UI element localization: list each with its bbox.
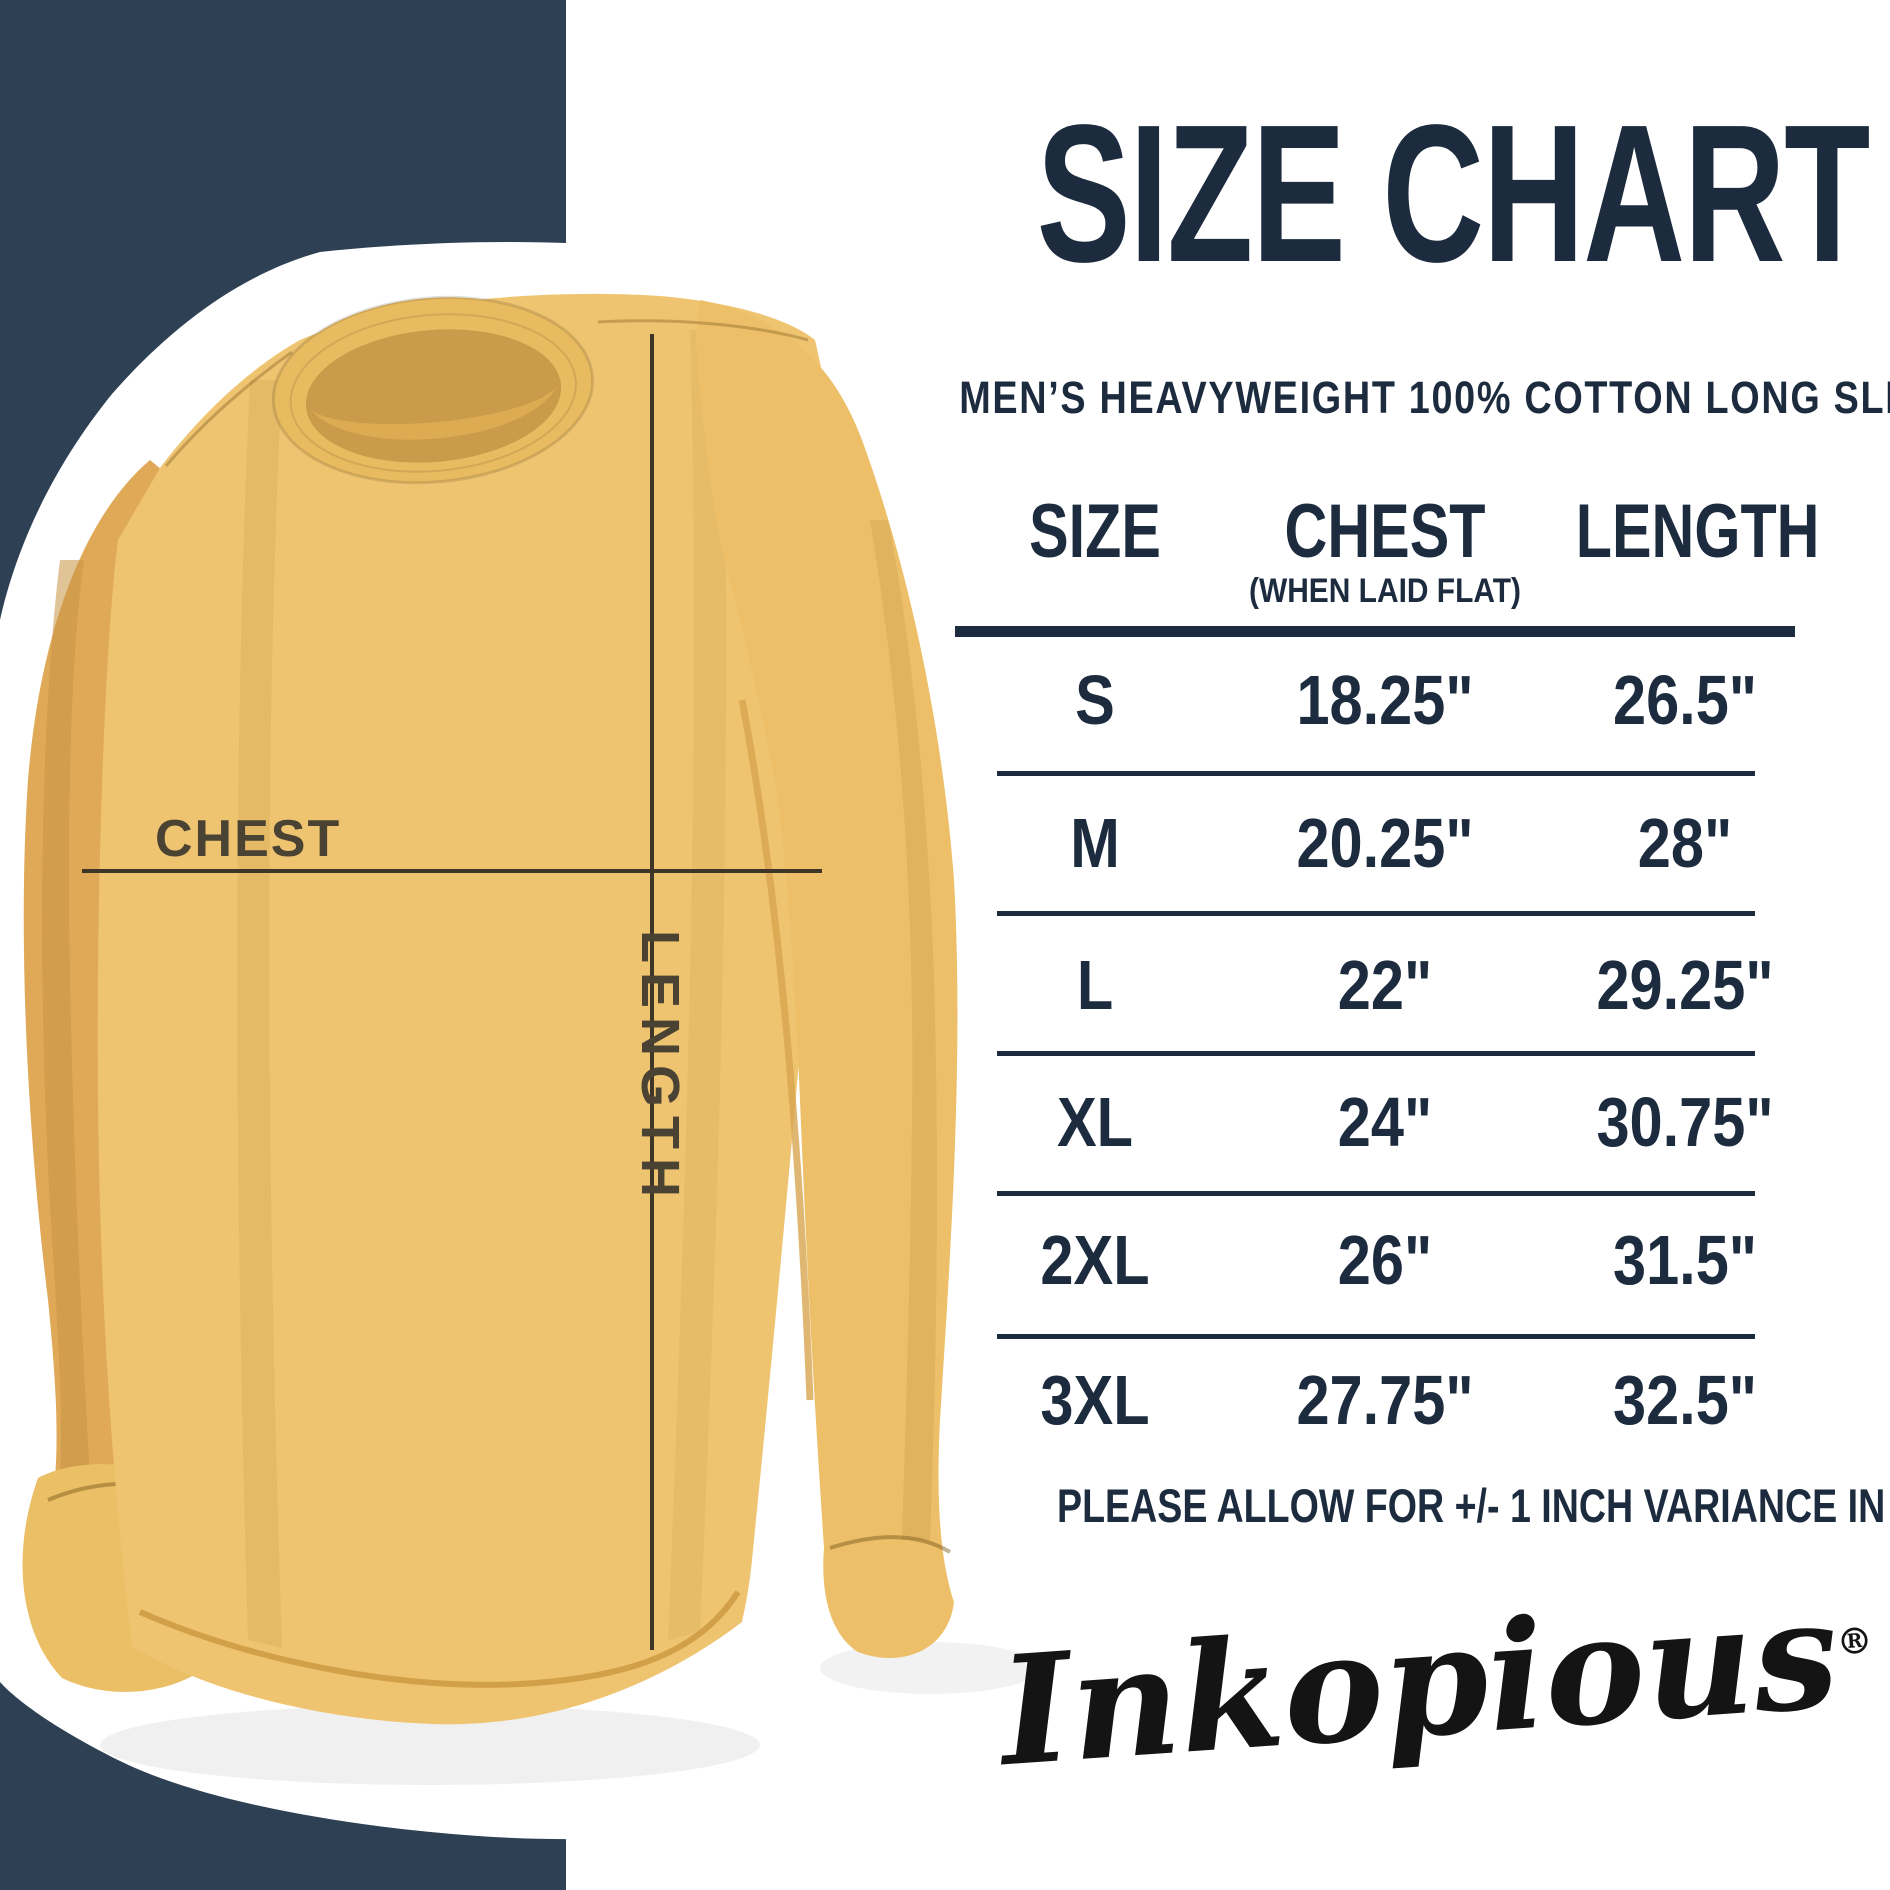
column-header-length: LENGTH	[1575, 489, 1820, 574]
cell-length: 29.25"	[1596, 946, 1774, 1024]
shirt-collar	[271, 295, 595, 485]
cell-size: S	[1075, 661, 1115, 739]
header-rule	[955, 626, 1795, 637]
right-sleeve-inner-shade	[738, 699, 814, 1401]
table-row: XL 24" 30.75"	[955, 1067, 1795, 1177]
page-title: SIZE CHART	[1036, 84, 1871, 303]
cell-chest: 27.75"	[1296, 1361, 1474, 1439]
cell-chest: 26"	[1337, 1221, 1433, 1299]
hem-seam-line	[138, 1590, 741, 1688]
length-label: LENGTH	[630, 930, 690, 1206]
table-row: 2XL 26" 31.5"	[955, 1205, 1795, 1315]
cell-size: XL	[1056, 1083, 1134, 1161]
table-row: 3XL 27.75" 32.5"	[955, 1345, 1795, 1455]
cell-chest: 20.25"	[1296, 804, 1474, 882]
left-sleeve-shade	[42, 560, 92, 1512]
right-sleeve-fold	[870, 520, 937, 1540]
chest-subnote: (WHEN LAID FLAT)	[1248, 572, 1521, 610]
row-divider	[997, 1191, 1755, 1196]
cell-length: 31.5"	[1612, 1221, 1758, 1299]
column-header-chest: CHEST	[1284, 489, 1486, 574]
right-cuff-seam	[829, 1535, 952, 1554]
column-header-size: SIZE	[1029, 489, 1161, 574]
page-subtitle: MEN’S HEAVYWEIGHT 100% COTTON LONG SLEEV…	[959, 372, 1890, 423]
cell-chest: 18.25"	[1296, 661, 1474, 739]
cell-chest: 22"	[1337, 946, 1433, 1024]
table-row: S 18.25" 26.5"	[955, 645, 1795, 755]
body-fold-right	[668, 330, 727, 1640]
cell-chest: 24"	[1337, 1083, 1433, 1161]
row-divider	[997, 1334, 1755, 1339]
row-divider	[997, 1051, 1755, 1056]
registered-trademark-icon: ®	[1835, 1619, 1875, 1664]
cell-length: 30.75"	[1596, 1083, 1774, 1161]
chest-label: CHEST	[155, 810, 341, 868]
table-row: L 22" 29.25"	[955, 930, 1795, 1040]
variance-note: PLEASE ALLOW FOR +/- 1 INCH VARIANCE IN …	[1057, 1479, 1890, 1532]
cell-size: 3XL	[1040, 1361, 1150, 1439]
shoulder-seam-left	[164, 350, 293, 467]
shirt-body	[97, 293, 841, 1725]
body-fold-left	[237, 380, 282, 1648]
size-table: SIZE CHEST LENGTH (WHEN LAID FLAT) S 18.…	[955, 489, 1820, 1540]
cell-length: 32.5"	[1612, 1361, 1758, 1439]
cell-size: L	[1076, 946, 1114, 1024]
cell-length: 26.5"	[1612, 661, 1758, 739]
shirt-right-sleeve	[696, 300, 958, 1658]
cell-size: 2XL	[1040, 1221, 1150, 1299]
cell-length: 28"	[1637, 804, 1733, 882]
cell-size: M	[1070, 804, 1120, 882]
row-divider	[997, 771, 1755, 776]
table-row: M 20.25" 28"	[955, 788, 1795, 898]
hem-shadow	[100, 1705, 760, 1785]
row-divider	[997, 911, 1755, 916]
shoulder-seam-right	[597, 319, 809, 342]
